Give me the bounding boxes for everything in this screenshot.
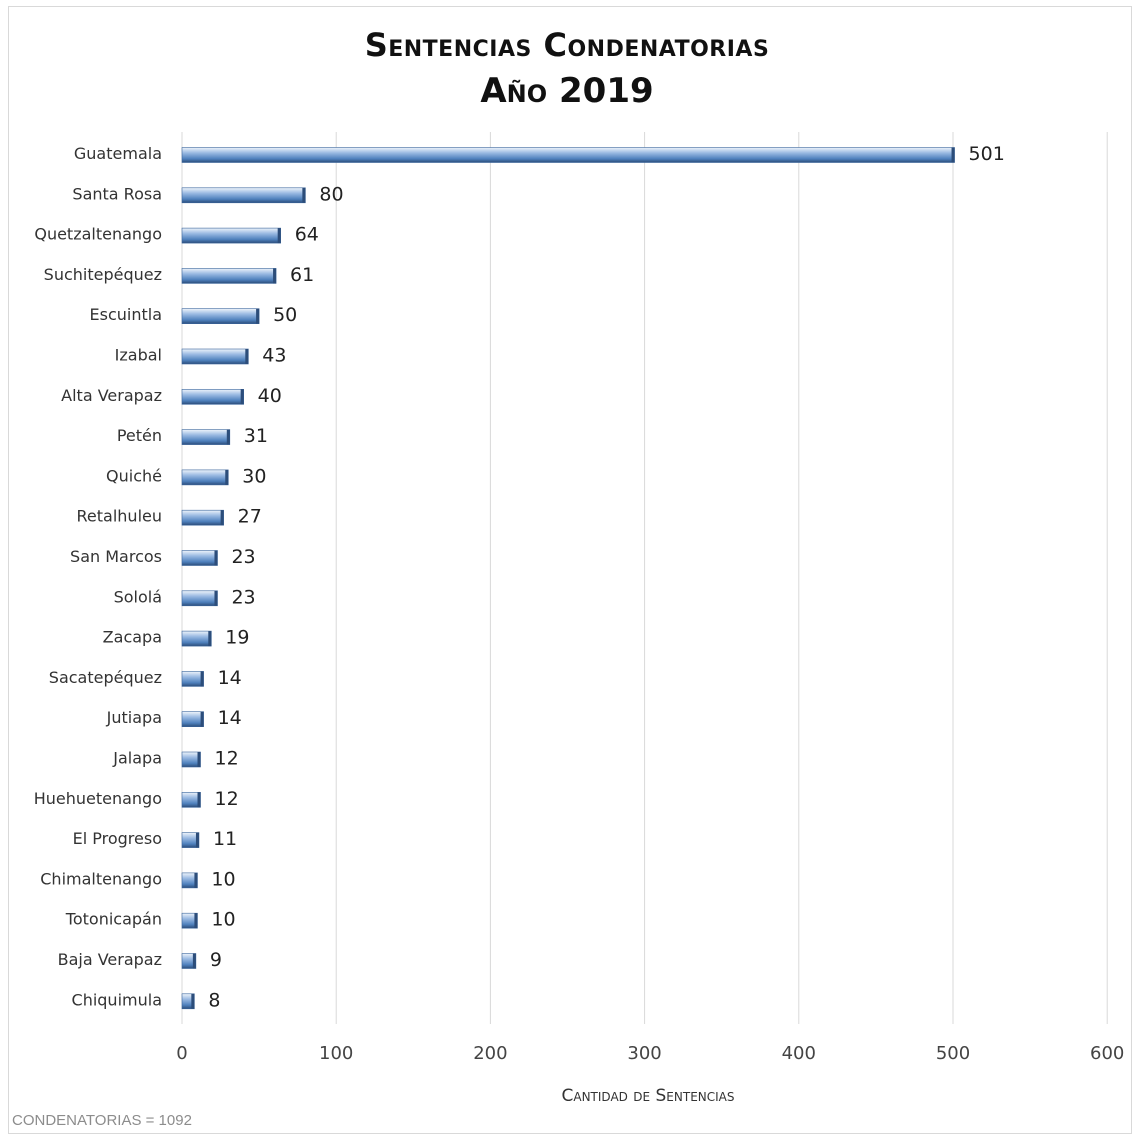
- category-label: El Progreso: [73, 829, 162, 848]
- bar-cap: [191, 993, 195, 1009]
- bar-cap: [200, 711, 204, 727]
- bar-cap: [245, 349, 249, 364]
- bar-Guatemala: [181, 147, 955, 163]
- bars: [181, 147, 955, 1010]
- bar-cap: [256, 308, 260, 324]
- x-tick-label: 500: [936, 1043, 970, 1064]
- value-label: 10: [211, 868, 235, 890]
- bar-Sololá: [181, 590, 218, 607]
- chart-title-line1: Sentencias Condenatorias: [364, 26, 770, 64]
- bar-cap: [197, 752, 201, 767]
- bar-cap: [240, 389, 244, 405]
- bar-Quetzaltenango: [181, 227, 281, 244]
- category-label: Santa Rosa: [72, 184, 162, 203]
- value-label: 30: [242, 465, 266, 487]
- category-label: Izabal: [115, 346, 162, 365]
- value-label: 61: [290, 264, 314, 286]
- value-label: 14: [218, 707, 242, 729]
- bar-cap: [194, 872, 198, 888]
- value-label: 14: [218, 667, 242, 689]
- bar-Suchitepéquez: [181, 268, 277, 284]
- category-label: Sacatepéquez: [49, 668, 162, 687]
- bar-cap: [195, 832, 199, 848]
- x-tick-label: 600: [1090, 1043, 1124, 1064]
- bar-cap: [225, 469, 229, 485]
- category-label: Petén: [117, 426, 162, 445]
- bar-cap: [194, 913, 198, 929]
- bar-Escuintla: [181, 308, 260, 325]
- category-label: Jutiapa: [106, 708, 162, 727]
- category-label: Suchitepéquez: [44, 265, 162, 284]
- category-label: Quetzaltenango: [34, 225, 162, 244]
- bar-Alta Verapaz: [181, 388, 244, 405]
- bar-cap: [214, 550, 218, 566]
- value-label: 31: [244, 425, 268, 447]
- value-label: 80: [319, 183, 343, 205]
- footnote-total: CONDENATORIAS = 1092: [12, 1112, 192, 1129]
- category-label: Escuintla: [90, 305, 163, 324]
- value-label: 19: [225, 627, 249, 649]
- bar-cap: [192, 953, 196, 969]
- x-tick-label: 400: [782, 1043, 816, 1064]
- labels: 0 100 200 300 400 500 600 Guatemala 501 Santa Ros…: [34, 143, 1125, 1064]
- bar-cap: [214, 590, 218, 606]
- category-label: Retalhuleu: [77, 507, 162, 526]
- bar-San Marcos: [181, 550, 218, 566]
- chart-title: Sentencias Condenatorias Año 2019: [0, 22, 1134, 114]
- category-label: Sololá: [114, 587, 162, 606]
- category-label: Guatemala: [74, 144, 162, 163]
- bar-Zacapa: [181, 630, 212, 647]
- bar-cap: [951, 147, 955, 163]
- category-label: San Marcos: [70, 547, 162, 566]
- bar-Retalhuleu: [181, 509, 224, 526]
- x-axis-title: Cantidad de Sentencias: [561, 1086, 735, 1106]
- bar-Quiché: [181, 469, 229, 486]
- category-label: Alta Verapaz: [61, 386, 162, 405]
- bar-cap: [200, 671, 204, 687]
- x-tick-label: 300: [627, 1043, 661, 1064]
- x-tick-label: 100: [319, 1043, 353, 1064]
- value-label: 64: [295, 224, 319, 246]
- x-tick-label: 0: [176, 1043, 187, 1064]
- value-label: 23: [231, 586, 255, 608]
- bar-Jutiapa: [181, 711, 204, 728]
- value-label: 8: [208, 989, 220, 1011]
- gridlines: [181, 132, 1108, 1024]
- value-label: 9: [210, 949, 222, 971]
- value-label: 27: [238, 506, 262, 528]
- bar-cap: [302, 187, 306, 203]
- value-label: 10: [211, 909, 235, 931]
- bar-cap: [273, 268, 277, 284]
- bar-cap: [197, 792, 201, 808]
- chart-title-line2: Año 2019: [480, 71, 654, 111]
- category-label: Quiché: [106, 466, 162, 485]
- bar-Petén: [181, 429, 231, 445]
- bar-cap: [226, 429, 230, 445]
- category-label: Jalapa: [112, 749, 162, 768]
- value-label: 12: [215, 748, 239, 770]
- value-label: 23: [231, 546, 255, 568]
- value-label: 43: [262, 345, 286, 367]
- bar-cap: [277, 228, 281, 244]
- bar-cap: [220, 510, 224, 526]
- category-label: Zacapa: [103, 628, 162, 647]
- x-tick-label: 200: [473, 1043, 507, 1064]
- category-label: Chimaltenango: [40, 869, 162, 888]
- bar-cap: [208, 631, 212, 647]
- value-label: 501: [969, 143, 1005, 165]
- category-label: Chiquimula: [72, 990, 162, 1009]
- value-label: 40: [258, 385, 282, 407]
- bar-Sacatepéquez: [181, 671, 204, 687]
- value-label: 11: [213, 828, 237, 850]
- value-label: 12: [215, 788, 239, 810]
- bar-Santa Rosa: [181, 187, 306, 204]
- category-label: Baja Verapaz: [58, 950, 162, 969]
- category-label: Totonicapán: [65, 910, 162, 929]
- bar-Izabal: [181, 348, 249, 365]
- category-label: Huehuetenango: [34, 789, 162, 808]
- value-label: 50: [273, 304, 297, 326]
